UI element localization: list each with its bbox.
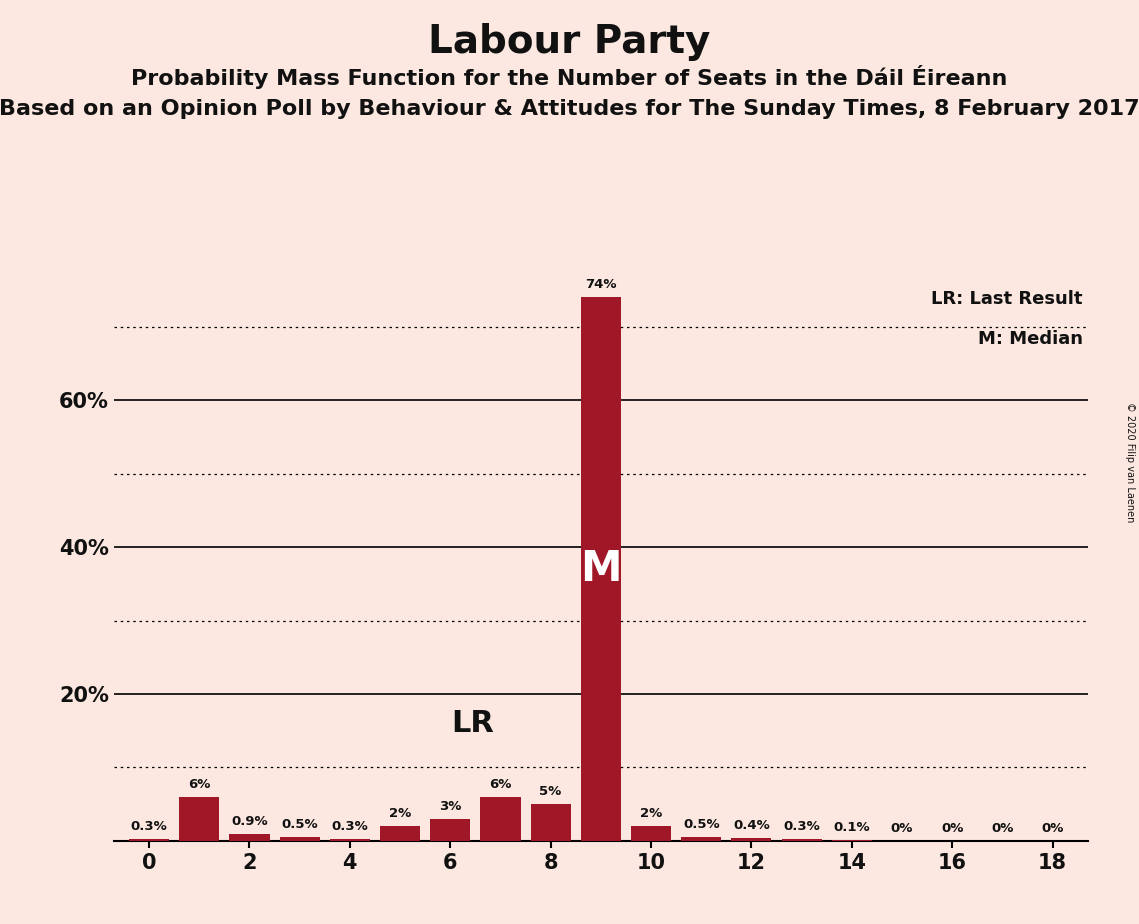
- Bar: [380, 826, 420, 841]
- Text: 2%: 2%: [640, 808, 662, 821]
- Bar: [229, 834, 270, 841]
- Text: Labour Party: Labour Party: [428, 23, 711, 61]
- Text: Based on an Opinion Poll by Behaviour & Attitudes for The Sunday Times, 8 Februa: Based on an Opinion Poll by Behaviour & …: [0, 99, 1139, 119]
- Text: 6%: 6%: [188, 778, 211, 791]
- Text: LR: LR: [451, 709, 494, 738]
- Text: 0.9%: 0.9%: [231, 815, 268, 828]
- Bar: [279, 837, 320, 841]
- Text: 5%: 5%: [540, 785, 562, 798]
- Text: 0.3%: 0.3%: [784, 820, 820, 833]
- Text: 6%: 6%: [490, 778, 511, 791]
- Bar: [531, 804, 571, 841]
- Bar: [681, 837, 721, 841]
- Text: 0.5%: 0.5%: [683, 819, 720, 832]
- Text: M: M: [580, 548, 622, 590]
- Text: © 2020 Filip van Laenen: © 2020 Filip van Laenen: [1125, 402, 1134, 522]
- Text: Probability Mass Function for the Number of Seats in the Dáil Éireann: Probability Mass Function for the Number…: [131, 65, 1008, 89]
- Text: 0%: 0%: [891, 822, 913, 835]
- Text: 0.1%: 0.1%: [834, 821, 870, 834]
- Bar: [129, 839, 169, 841]
- Text: 0%: 0%: [991, 822, 1014, 835]
- Bar: [581, 298, 621, 841]
- Bar: [781, 839, 821, 841]
- Text: M: Median: M: Median: [977, 331, 1083, 348]
- Bar: [179, 796, 220, 841]
- Text: LR: Last Result: LR: Last Result: [932, 290, 1083, 308]
- Text: 0.5%: 0.5%: [281, 819, 318, 832]
- Bar: [731, 838, 771, 841]
- Text: 2%: 2%: [388, 808, 411, 821]
- Bar: [631, 826, 671, 841]
- Text: 0%: 0%: [1041, 822, 1064, 835]
- Bar: [431, 819, 470, 841]
- Text: 0.3%: 0.3%: [331, 820, 368, 833]
- Bar: [330, 839, 370, 841]
- Text: 0.3%: 0.3%: [131, 820, 167, 833]
- Text: 0.4%: 0.4%: [734, 819, 770, 832]
- Text: 74%: 74%: [585, 278, 616, 291]
- Text: 3%: 3%: [439, 800, 461, 813]
- Text: 0%: 0%: [941, 822, 964, 835]
- Bar: [481, 796, 521, 841]
